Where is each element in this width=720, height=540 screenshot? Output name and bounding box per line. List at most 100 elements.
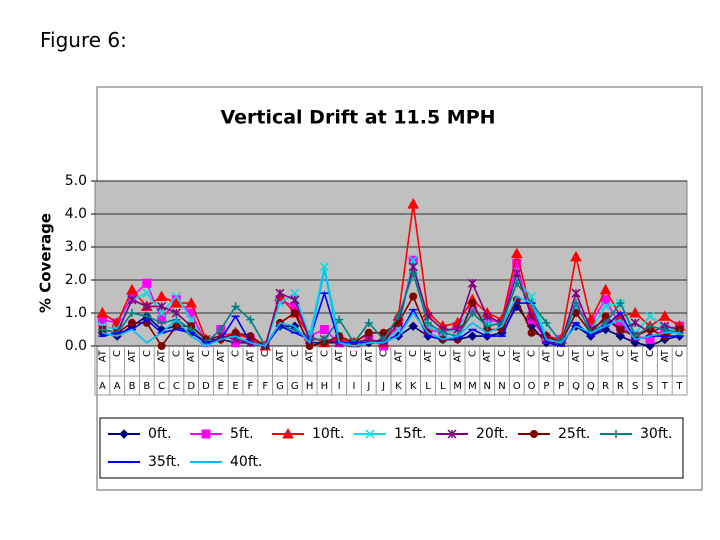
- marker: [629, 306, 642, 318]
- x-tick-label: C: [379, 350, 390, 357]
- marker: [127, 295, 137, 305]
- marker: [510, 247, 523, 259]
- marker: [96, 306, 109, 318]
- x-group-label: R: [602, 381, 609, 392]
- x-tick-label: C: [497, 350, 508, 357]
- x-tick-label: C: [438, 350, 449, 357]
- figure-caption: Figure 6:: [40, 28, 127, 52]
- x-tick-label: C: [231, 350, 242, 357]
- marker: [216, 325, 225, 334]
- y-tick-label: 1.0: [65, 305, 87, 321]
- x-group-label: G: [291, 381, 299, 392]
- marker: [246, 315, 255, 324]
- marker: [527, 311, 537, 321]
- x-group-label: L: [425, 381, 431, 392]
- x-group-label: H: [306, 381, 314, 392]
- legend-label: 35ft.: [148, 454, 180, 470]
- marker: [512, 268, 522, 278]
- x-group-label: N: [498, 381, 505, 392]
- marker: [275, 288, 285, 298]
- x-tick-label: AT: [364, 349, 375, 362]
- marker: [319, 262, 329, 272]
- x-group-label: K: [410, 381, 417, 392]
- x-tick-label: AT: [541, 349, 552, 362]
- marker: [185, 297, 198, 308]
- marker: [409, 269, 418, 278]
- x-tick-label: AT: [571, 349, 582, 362]
- x-group-label: P: [543, 381, 549, 392]
- x-group-label: S: [647, 381, 653, 392]
- legend-label: 15ft.: [394, 426, 426, 442]
- x-group-label: E: [218, 381, 224, 392]
- marker: [408, 255, 418, 265]
- x-group-label: F: [248, 381, 254, 392]
- x-tick-label: C: [675, 350, 686, 357]
- x-tick-label: AT: [275, 349, 286, 362]
- marker: [630, 337, 640, 348]
- marker: [599, 283, 612, 295]
- marker: [157, 342, 166, 350]
- y-tick-label: 0.0: [65, 338, 87, 354]
- legend-label: 10ft.: [312, 426, 344, 442]
- x-tick-label: C: [349, 350, 360, 357]
- marker: [364, 318, 373, 327]
- marker: [658, 310, 671, 321]
- x-tick-label: AT: [660, 349, 671, 362]
- marker: [616, 299, 625, 308]
- marker: [364, 328, 373, 337]
- x-group-label: H: [321, 381, 329, 392]
- legend-label: 5ft.: [230, 426, 254, 442]
- x-group-label: M: [453, 381, 462, 392]
- marker: [171, 291, 181, 302]
- marker: [630, 318, 640, 328]
- marker: [530, 430, 538, 438]
- marker: [482, 311, 492, 321]
- marker: [305, 342, 314, 350]
- marker: [170, 297, 183, 308]
- x-tick-label: C: [171, 350, 182, 357]
- marker: [571, 288, 581, 298]
- marker: [319, 325, 329, 334]
- marker: [186, 315, 196, 325]
- marker: [645, 311, 655, 321]
- marker: [572, 309, 580, 317]
- x-tick-label: C: [260, 350, 271, 357]
- marker: [128, 309, 136, 317]
- marker: [572, 299, 580, 308]
- x-tick-label: C: [645, 350, 656, 357]
- x-group-label: D: [202, 381, 210, 392]
- x-group-label: G: [276, 381, 284, 392]
- marker: [601, 301, 611, 311]
- x-group-label: O: [513, 381, 521, 392]
- x-group-label: B: [129, 381, 136, 392]
- marker: [409, 292, 418, 301]
- marker: [282, 427, 294, 439]
- marker: [542, 318, 551, 327]
- x-tick-label: AT: [186, 349, 197, 362]
- x-tick-label: C: [527, 350, 538, 357]
- marker: [468, 299, 477, 308]
- marker: [601, 295, 611, 305]
- y-axis-label: % Coverage: [37, 213, 55, 313]
- marker: [320, 335, 329, 344]
- marker: [142, 301, 152, 311]
- x-tick-label: AT: [334, 349, 345, 362]
- x-tick-label: C: [615, 350, 626, 357]
- legend-label: 25ft.: [558, 426, 590, 442]
- x-group-label: F: [262, 381, 268, 392]
- legend-label: 0ft.: [148, 426, 172, 442]
- marker: [157, 308, 167, 318]
- x-group-label: Q: [572, 381, 580, 392]
- marker: [128, 318, 136, 327]
- x-group-label: K: [395, 381, 402, 392]
- x-group-label: C: [158, 381, 165, 392]
- marker: [616, 325, 625, 334]
- x-tick-label: C: [201, 350, 212, 357]
- marker: [407, 198, 420, 209]
- x-group-label: J: [381, 381, 385, 392]
- x-tick-label: AT: [423, 349, 434, 362]
- marker: [646, 322, 654, 331]
- marker: [601, 312, 610, 321]
- marker: [142, 288, 152, 298]
